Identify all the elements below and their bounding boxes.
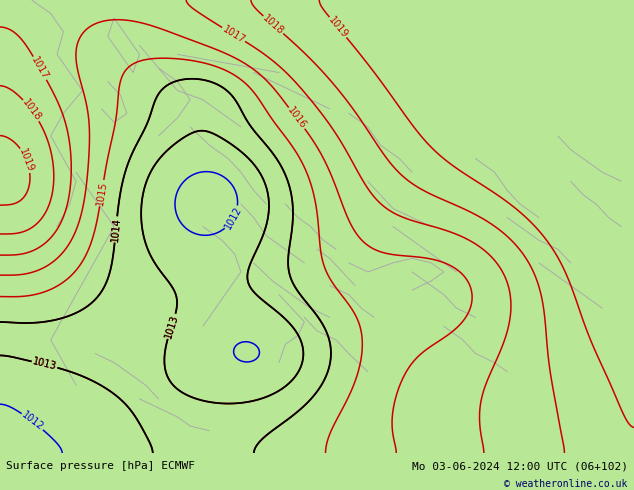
Text: 1013: 1013 (32, 357, 58, 372)
Text: 1016: 1016 (285, 105, 308, 131)
Text: 1013: 1013 (163, 313, 180, 340)
Text: 1014: 1014 (110, 217, 122, 242)
Text: 1014: 1014 (110, 217, 122, 242)
Text: 1017: 1017 (221, 24, 247, 45)
Text: 1017: 1017 (29, 55, 50, 81)
Text: Mo 03-06-2024 12:00 UTC (06+102): Mo 03-06-2024 12:00 UTC (06+102) (411, 461, 628, 471)
Text: 1019: 1019 (327, 15, 349, 40)
Text: 1012: 1012 (223, 205, 243, 231)
Text: 1019: 1019 (17, 147, 36, 173)
Text: 1013: 1013 (32, 357, 58, 372)
Text: 1018: 1018 (20, 98, 43, 123)
Text: 1012: 1012 (20, 410, 46, 433)
Text: Surface pressure [hPa] ECMWF: Surface pressure [hPa] ECMWF (6, 461, 195, 471)
Text: © weatheronline.co.uk: © weatheronline.co.uk (504, 480, 628, 490)
Text: 1013: 1013 (163, 313, 180, 340)
Text: 1018: 1018 (261, 13, 286, 37)
Text: 1015: 1015 (95, 180, 108, 206)
